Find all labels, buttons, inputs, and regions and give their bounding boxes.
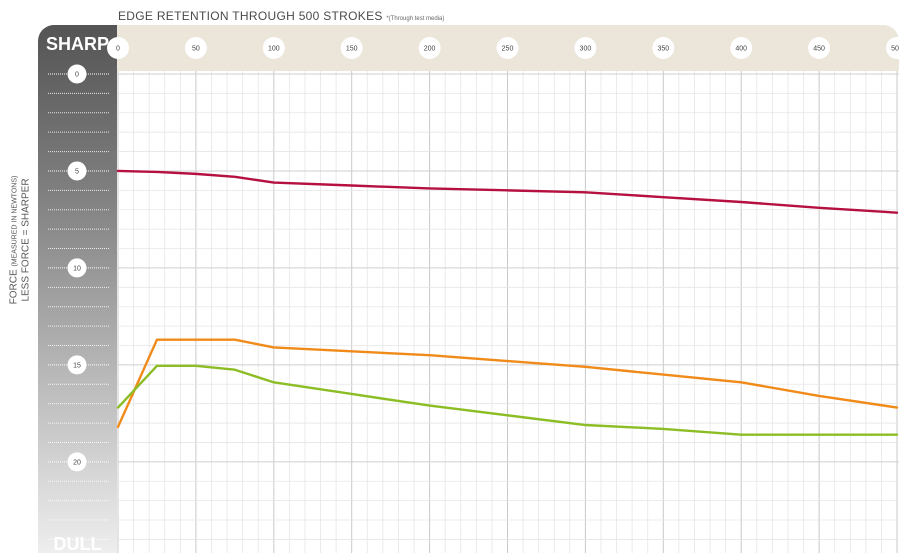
y-tick-label: 20 xyxy=(73,459,81,466)
x-tick-label: 400 xyxy=(735,46,747,53)
x-tick-label: 50 xyxy=(192,46,200,53)
x-tick-bubble xyxy=(886,37,899,59)
x-tick-label: 500 xyxy=(891,46,899,53)
x-tick-label: 150 xyxy=(346,46,358,53)
x-tick-bubble xyxy=(808,37,831,59)
x-tick-label: 450 xyxy=(813,46,825,53)
x-tick-bubble xyxy=(262,37,285,59)
series-line-1 xyxy=(116,169,899,214)
sharp-label: SHARP xyxy=(45,34,109,54)
x-ticks: 0 50 100 150 200 250 300 350 400 450 500 xyxy=(107,37,899,59)
x-tick-label: 100 xyxy=(268,46,280,53)
chart-title-note: *(Through test media) xyxy=(386,16,445,22)
x-tick-label: 200 xyxy=(424,46,436,53)
x-tick-bubble xyxy=(107,37,129,59)
chart-title: EDGE RETENTION THROUGH 500 STROKES *(Thr… xyxy=(118,9,444,23)
y-tick-bubble xyxy=(67,64,87,84)
y-tick-bubble xyxy=(67,161,87,181)
y-ticks: 0 5 10 15 20 xyxy=(48,64,110,472)
x-tick-bubble xyxy=(730,37,753,59)
x-tick-bubble xyxy=(418,37,441,59)
series-line-3 xyxy=(116,364,899,436)
y-tick-bubble xyxy=(67,355,87,375)
x-tick-label: 250 xyxy=(502,46,514,53)
y-tick-label: 15 xyxy=(73,362,81,369)
y-tick-label: 0 xyxy=(75,72,79,79)
x-tick-bubble xyxy=(184,37,207,59)
x-tick-bubble xyxy=(340,37,363,59)
dull-label: DULL xyxy=(53,534,102,554)
x-tick-label: 0 xyxy=(116,46,120,53)
series-lines xyxy=(116,169,899,436)
grid xyxy=(117,71,899,553)
x-tick-label: 350 xyxy=(657,46,669,53)
x-tick-bubble xyxy=(652,37,675,59)
y-dotted-guides xyxy=(48,92,110,540)
y-tick-label: 10 xyxy=(73,265,81,272)
x-tick-label: 300 xyxy=(580,46,592,53)
y-tick-label: 5 xyxy=(75,168,79,175)
y-tick-bubble xyxy=(67,258,87,278)
x-tick-bubble xyxy=(496,37,519,59)
y-tick-bubble xyxy=(67,452,87,472)
series-line-2 xyxy=(116,338,899,429)
x-tick-bubble xyxy=(574,37,597,59)
chart-title-text: EDGE RETENTION THROUGH 500 STROKES xyxy=(118,9,383,23)
